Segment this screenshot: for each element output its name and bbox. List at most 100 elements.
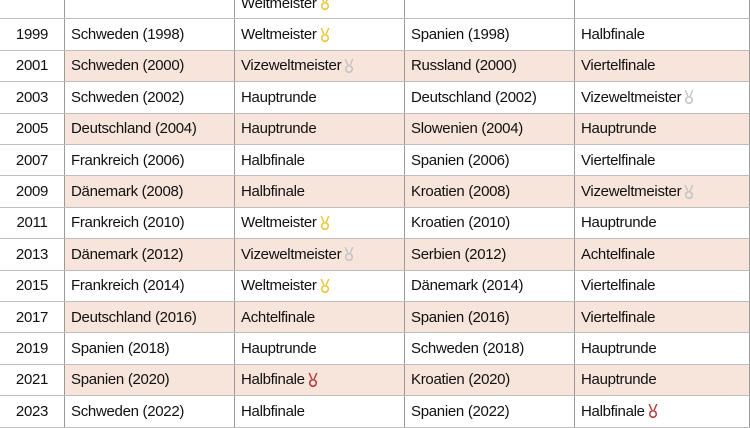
host-cell-text: Deutschland (2016) [71, 308, 197, 326]
host-cell: Deutschland (2016) [64, 302, 234, 333]
table-row: 2017 Deutschland (2016) Achtelfinale Spanie… [0, 302, 750, 334]
result-cell-2: Halbfinale [574, 396, 750, 427]
result-cell-2-text: Viertelfinale [581, 151, 656, 169]
table-row: 1999 Schweden (1998) Weltmeister Spanien (1… [0, 19, 750, 51]
result-cell-text: Vizeweltmeister [241, 245, 342, 263]
year-cell: 2005 [0, 113, 64, 144]
host-cell: Frankreich (2006) [64, 145, 234, 176]
result-cell: Weltmeister [234, 0, 404, 19]
table-row: 2001 Schweden (2000) Vizeweltmeister Russla… [0, 50, 750, 83]
host-cell-text: Frankreich (2006) [71, 151, 185, 169]
host-cell-2-text: Spanien (1998) [411, 26, 510, 44]
host-cell-text: Spanien (2020) [71, 371, 170, 389]
host-cell-text: Dänemark (2008) [71, 183, 184, 201]
host-cell: Schweden (2000) [64, 50, 234, 82]
result-cell-text: Halbfinale [241, 371, 305, 389]
result-cell-2-text: Viertelfinale [581, 308, 656, 326]
result-cell-2: Hauptrunde [574, 113, 750, 144]
host-cell-2: Kroatien (2010) [404, 207, 574, 239]
host-cell-2-text: Kroatien (2020) [411, 371, 510, 389]
table-row: 2013 Dänemark (2012) Vizeweltmeister Serbie… [0, 239, 750, 271]
result-cell: Vizeweltmeister [234, 239, 404, 270]
result-cell-text: Achtelfinale [241, 308, 315, 326]
result-cell-text: Hauptrunde [241, 120, 317, 138]
host-cell: Schweden (1998) [64, 19, 234, 50]
result-cell-2-text: Hauptrunde [581, 120, 657, 138]
result-cell-2-text: Halbfinale [581, 402, 645, 420]
host-cell-2: Spanien (1998) [404, 19, 574, 50]
table-row: Weltmeister [0, 0, 750, 20]
year-cell: 1999 [0, 19, 64, 50]
host-cell-2: Dänemark (2014) [404, 270, 574, 301]
result-cell: Achtelfinale [234, 302, 404, 333]
result-cell-2: Achtelfinale [574, 239, 750, 270]
result-cell-text: Hauptrunde [241, 340, 317, 358]
result-cell-2: Halbfinale [574, 19, 750, 50]
result-cell-2-text: Hauptrunde [581, 371, 657, 389]
bronze-medal-icon [648, 404, 658, 419]
host-cell-2: Russland (2000) [404, 50, 574, 82]
host-cell-2: Spanien (2022) [404, 396, 574, 427]
silver-medal-icon [684, 90, 694, 105]
host-cell: Deutschland (2004) [64, 113, 234, 144]
year-cell: 2009 [0, 176, 64, 207]
year-cell: 2023 [0, 396, 64, 427]
result-cell: Weltmeister [234, 270, 404, 301]
host-cell-text: Frankreich (2014) [71, 277, 185, 295]
host-cell-2-text: Russland (2000) [411, 57, 517, 75]
result-cell-2-text: Viertelfinale [581, 277, 656, 295]
result-cell-2-text: Viertelfinale [581, 57, 656, 75]
result-cell-2-text: Hauptrunde [581, 340, 657, 358]
result-cell-text: Weltmeister [241, 214, 317, 232]
result-cell: Halbfinale [234, 364, 404, 396]
host-cell-2: Spanien (2006) [404, 145, 574, 176]
result-cell-text: Weltmeister [241, 277, 317, 295]
host-cell-text: Schweden (2002) [71, 88, 185, 106]
result-cell-2: Viertelfinale [574, 145, 750, 176]
year-cell: 2019 [0, 333, 64, 364]
host-cell [64, 0, 234, 19]
host-cell-text: Schweden (1998) [71, 26, 185, 44]
result-cell-text: Weltmeister [241, 26, 317, 44]
result-cell: Weltmeister [234, 19, 404, 50]
result-cell-2: Vizeweltmeister [574, 82, 750, 113]
result-cell-text: Weltmeister [241, 0, 317, 12]
result-cell: Hauptrunde [234, 333, 404, 364]
host-cell-2-text: Slowenien (2004) [411, 120, 523, 138]
host-cell: Frankreich (2010) [64, 207, 234, 239]
result-cell-2-text: Halbfinale [581, 26, 645, 44]
host-cell-2: Kroatien (2020) [404, 364, 574, 396]
year-cell: 2011 [0, 207, 64, 239]
host-cell: Frankreich (2014) [64, 270, 234, 301]
year-cell: 2001 [0, 50, 64, 82]
result-cell: Hauptrunde [234, 113, 404, 144]
gold-medal-icon [320, 215, 330, 230]
result-cell-2 [574, 0, 750, 19]
table-row: 2009 Dänemark (2008) Halbfinale Kroatien (2… [0, 176, 750, 208]
host-cell-2-text: Spanien (2016) [411, 308, 510, 326]
result-cell-2-text: Vizeweltmeister [581, 88, 682, 106]
silver-medal-icon [344, 247, 354, 262]
host-cell-2-text: Dänemark (2014) [411, 277, 524, 295]
result-cell-text: Halbfinale [241, 151, 305, 169]
table-row: 2007 Frankreich (2006) Halbfinale Spanien (… [0, 145, 750, 177]
host-cell-text: Dänemark (2012) [71, 245, 184, 263]
result-cell-2: Viertelfinale [574, 270, 750, 301]
host-cell: Schweden (2002) [64, 82, 234, 113]
result-cell-text: Halbfinale [241, 402, 305, 420]
result-cell-2: Hauptrunde [574, 333, 750, 364]
result-cell-2: Vizeweltmeister [574, 176, 750, 207]
host-cell: Dänemark (2008) [64, 176, 234, 207]
result-cell: Weltmeister [234, 207, 404, 239]
year-cell: 2013 [0, 239, 64, 270]
host-cell-text: Frankreich (2010) [71, 214, 185, 232]
host-cell-text: Spanien (2018) [71, 340, 170, 358]
host-cell-2: Serbien (2012) [404, 239, 574, 270]
bronze-medal-icon [308, 372, 318, 387]
table-row: 2005 Deutschland (2004) Hauptrunde Slowenie… [0, 113, 750, 145]
result-cell-2: Viertelfinale [574, 302, 750, 333]
silver-medal-icon [344, 58, 354, 73]
result-cell: Hauptrunde [234, 82, 404, 113]
result-cell: Halbfinale [234, 396, 404, 427]
result-cell-text: Halbfinale [241, 183, 305, 201]
